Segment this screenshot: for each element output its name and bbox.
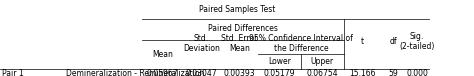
Text: Upper: Upper xyxy=(311,57,334,66)
Text: 0.06754: 0.06754 xyxy=(307,69,338,76)
Text: Paired Samples Test: Paired Samples Test xyxy=(199,5,275,14)
Text: df: df xyxy=(390,37,397,46)
Text: 15.166: 15.166 xyxy=(349,69,376,76)
Text: 0.000: 0.000 xyxy=(406,69,428,76)
Text: Paired Differences: Paired Differences xyxy=(208,24,278,33)
Text: Demineralization - Remineralization: Demineralization - Remineralization xyxy=(66,69,204,76)
Text: Pair 1: Pair 1 xyxy=(2,69,24,76)
Text: 0.05967: 0.05967 xyxy=(146,69,178,76)
Text: 0.03047: 0.03047 xyxy=(186,69,217,76)
Text: Std. Error
Mean: Std. Error Mean xyxy=(221,34,257,53)
Text: 59: 59 xyxy=(389,69,398,76)
Text: Sig.
(2-tailed): Sig. (2-tailed) xyxy=(400,32,435,52)
Text: 0.05179: 0.05179 xyxy=(264,69,295,76)
Text: Std.
Deviation: Std. Deviation xyxy=(183,34,220,53)
Text: t: t xyxy=(361,37,364,46)
Text: 0.00393: 0.00393 xyxy=(224,69,255,76)
Text: 95% Confidence Interval of
the Difference: 95% Confidence Interval of the Differenc… xyxy=(249,34,353,53)
Text: Mean: Mean xyxy=(152,50,173,59)
Text: Lower: Lower xyxy=(268,57,291,66)
